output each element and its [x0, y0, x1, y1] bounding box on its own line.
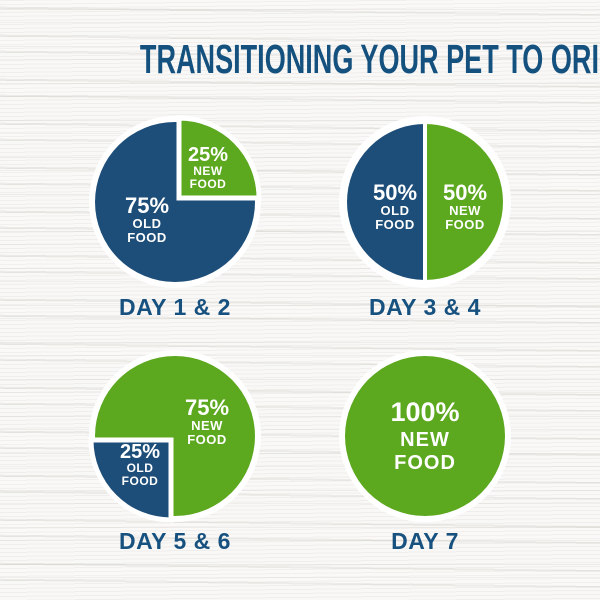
new-food-slice: [345, 356, 505, 516]
new-food-word1: NEW: [449, 202, 481, 218]
old-food-label: 25% OLD FOOD: [120, 442, 160, 488]
new-food-label: 25% NEW FOOD: [188, 145, 228, 191]
new-food-slice: [176, 115, 262, 201]
pie-chart-day-1-2: [89, 115, 262, 288]
pie-panel-day-3-4: 50% OLD FOOD 50% NEW FOOD DAY 3 & 4: [305, 107, 545, 342]
new-food-word2: FOOD: [394, 452, 456, 474]
old-food-word2: FOOD: [121, 474, 159, 488]
new-food-percent: 50%: [442, 179, 488, 205]
day-caption: DAY 7: [391, 528, 459, 554]
new-food-word2: FOOD: [445, 217, 485, 232]
day-caption: DAY 3 & 4: [369, 294, 481, 320]
new-food-percent: 75%: [184, 394, 230, 420]
old-food-slice: [88, 437, 174, 523]
pie-chart-day-5-6: [88, 350, 261, 523]
new-food-word1: NEW: [191, 417, 223, 433]
pie-panel-day-7: 100% NEW FOOD DAY 7: [305, 341, 545, 576]
old-food-percent: 25%: [119, 441, 161, 464]
old-food-label: 50% OLD FOOD: [372, 179, 418, 232]
new-food-label: 75% NEW FOOD: [184, 394, 230, 447]
page-title: TRANSITIONING YOUR PET TO ORIGINAL: [0, 36, 600, 83]
pie-panel-day-5-6: 25% OLD FOOD 75% NEW FOOD DAY 5 & 6: [55, 341, 295, 576]
old-food-word2: FOOD: [375, 217, 415, 232]
old-food-word1: OLD: [380, 202, 410, 218]
day-caption: DAY 5 & 6: [119, 528, 231, 554]
new-food-word1: NEW: [400, 429, 450, 451]
new-food-percent: 25%: [187, 144, 229, 167]
new-food-word2: FOOD: [189, 177, 227, 191]
old-food-label: 75% OLD FOOD: [124, 192, 170, 245]
pie-panel-day-1-2: 75% OLD FOOD 25% NEW FOOD DAY 1 & 2: [55, 107, 295, 342]
new-food-word1: NEW: [193, 164, 223, 179]
pie-chart-day-7: [339, 350, 511, 522]
new-food-word2: FOOD: [187, 432, 227, 447]
pie-chart-day-3-4: [339, 116, 511, 288]
new-food-slice: [423, 119, 507, 285]
old-food-percent: 75%: [124, 192, 170, 218]
new-food-label: 50% NEW FOOD: [442, 179, 488, 232]
old-food-word1: OLD: [126, 461, 154, 476]
new-food-percent: 100%: [390, 397, 460, 427]
old-food-word1: OLD: [132, 215, 162, 231]
old-food-slice: [343, 119, 427, 285]
day-caption: DAY 1 & 2: [119, 294, 231, 320]
old-food-percent: 50%: [372, 179, 418, 205]
new-food-label: 100% NEW FOOD: [390, 399, 459, 475]
old-food-word2: FOOD: [127, 230, 167, 245]
page-title-text: TRANSITIONING YOUR PET TO ORIGINAL: [139, 36, 600, 82]
